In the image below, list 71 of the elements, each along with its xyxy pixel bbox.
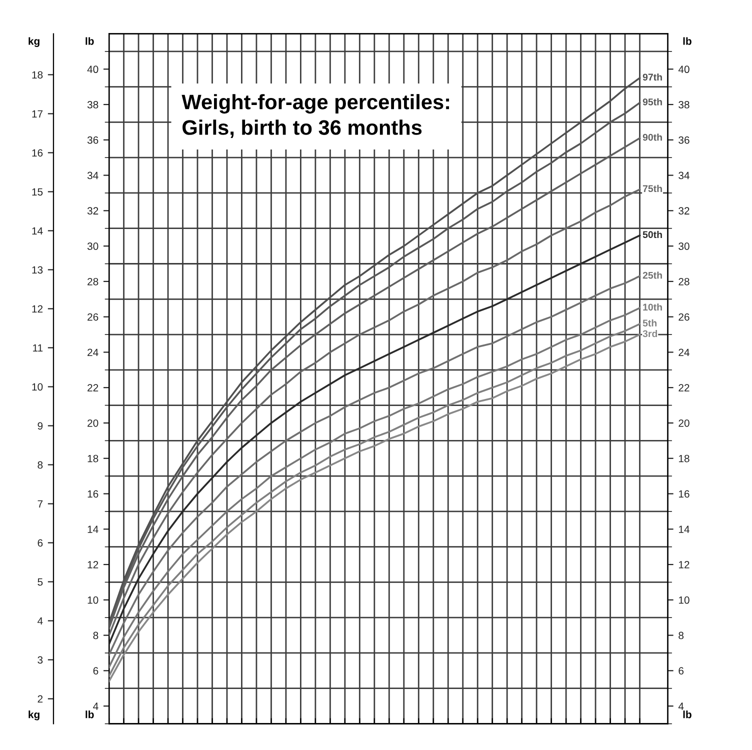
series-label: 50th xyxy=(642,230,662,238)
y-tick-label: 28 xyxy=(88,278,98,286)
y-tick-label: 12 xyxy=(88,561,98,568)
series-label: 3rd xyxy=(642,330,658,338)
y2-tick-label: 24 xyxy=(678,348,690,356)
text: lb xyxy=(86,710,94,718)
y3-axis-title: kg xyxy=(28,37,40,47)
y2-tick-label: 12 xyxy=(678,561,690,568)
y3-tick-label: 14 xyxy=(32,227,43,234)
text: Weight-for-age percentiles: Girls, birth to 36 months xyxy=(182,94,450,138)
y3-tick-label: 8 xyxy=(38,461,43,469)
y-tick-label: 38 xyxy=(87,101,98,108)
y3-tick-label: 11 xyxy=(33,344,43,352)
y3-tick-label: 7 xyxy=(38,500,43,508)
y-tick-label: 34 xyxy=(87,172,98,180)
y2-tick-label: 36 xyxy=(678,136,690,144)
series-label: 97th xyxy=(642,73,662,81)
y-tick-label: 26 xyxy=(88,313,98,321)
y2-tick-label: 10 xyxy=(678,596,690,604)
y2-tick-label: 18 xyxy=(678,454,690,462)
y2-tick-label: 34 xyxy=(678,172,690,180)
y-tick-label: 40 xyxy=(87,66,98,74)
y3-tick-label: 12 xyxy=(32,305,43,313)
y3-tick-label: 3 xyxy=(38,656,43,664)
y2-tick-label: 20 xyxy=(678,419,690,427)
y2-tick-label: 28 xyxy=(678,278,690,286)
y2-tick-label: 40 xyxy=(678,66,690,74)
y3-tick-label: 6 xyxy=(38,539,43,547)
y3-tick-label: 2 xyxy=(38,695,43,703)
y2-tick-label: 30 xyxy=(678,242,690,250)
y2-tick-label: 16 xyxy=(678,490,690,498)
y-axis-title: lb xyxy=(86,37,94,45)
y-tick-label: 16 xyxy=(88,490,98,498)
y2-axis-title: lb xyxy=(683,37,692,45)
y2-tick-label: 14 xyxy=(678,526,690,533)
series-label: 75th xyxy=(642,184,662,192)
text: kg xyxy=(28,710,40,720)
y2-tick-label: 32 xyxy=(678,207,690,215)
y-tick-label: 6 xyxy=(93,667,98,675)
series-label: 95th xyxy=(642,98,662,106)
y-tick-label: 24 xyxy=(88,348,98,356)
text: lb xyxy=(683,710,692,718)
y3-tick-label: 13 xyxy=(32,266,43,274)
y3-tick-label: 18 xyxy=(32,71,43,79)
y3-tick-label: 17 xyxy=(32,110,43,118)
y2-tick-label: 38 xyxy=(678,101,690,108)
y3-tick-label: 16 xyxy=(32,149,43,157)
series-label: 25th xyxy=(642,272,662,279)
y-tick-label: 14 xyxy=(88,526,98,533)
y-tick-label: 30 xyxy=(87,242,98,250)
y3-tick-label: 4 xyxy=(38,617,43,625)
y-tick-label: 32 xyxy=(87,207,98,215)
y2-tick-label: 26 xyxy=(678,313,690,321)
y-tick-label: 8 xyxy=(93,632,98,640)
y-tick-label: 36 xyxy=(87,136,98,144)
y3-tick-label: 5 xyxy=(38,578,43,586)
series-label: 90th xyxy=(642,134,662,141)
y-tick-label: 10 xyxy=(88,596,98,604)
y3-tick-label: 9 xyxy=(38,422,43,430)
y3-tick-label: 10 xyxy=(32,383,43,391)
y3-tick-label: 15 xyxy=(32,188,43,196)
y2-tick-label: 8 xyxy=(678,632,684,640)
y-tick-label: 22 xyxy=(88,384,98,392)
y-tick-label: 18 xyxy=(88,454,98,462)
y2-tick-label: 22 xyxy=(678,384,690,392)
series-label: 10th xyxy=(643,303,662,311)
y2-tick-label: 4 xyxy=(678,702,684,710)
y-tick-label: 20 xyxy=(88,419,98,427)
y-tick-label: 4 xyxy=(93,702,98,710)
y2-tick-label: 6 xyxy=(678,667,684,675)
series-label: 5th xyxy=(642,319,657,327)
